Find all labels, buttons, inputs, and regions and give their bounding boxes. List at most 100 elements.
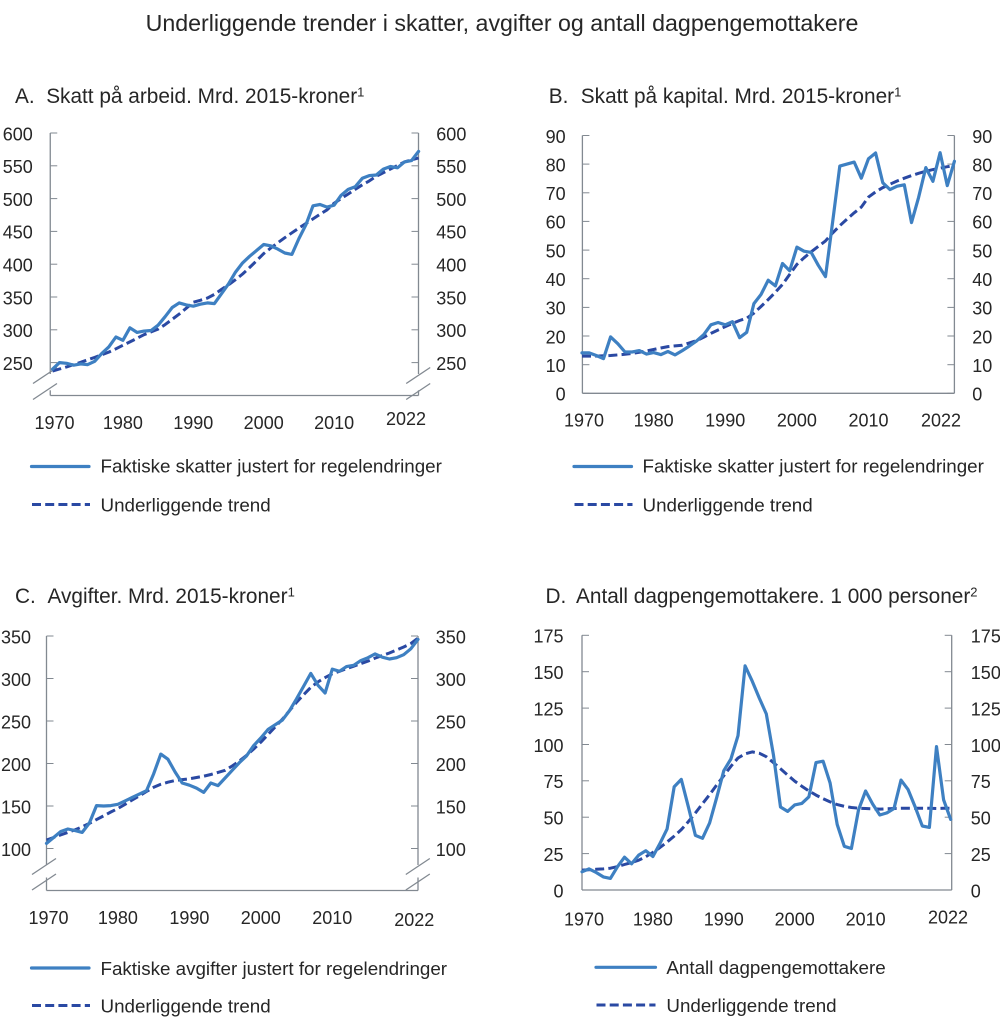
svg-text:125: 125 xyxy=(533,699,563,719)
svg-text:Underliggende trend: Underliggende trend xyxy=(101,995,271,1016)
svg-text:250: 250 xyxy=(436,354,466,374)
svg-text:2000: 2000 xyxy=(241,908,281,928)
svg-text:90: 90 xyxy=(972,127,992,147)
svg-text:2000: 2000 xyxy=(244,413,284,433)
svg-text:400: 400 xyxy=(436,256,466,276)
svg-text:Antall dagpengemottakere. 1 00: Antall dagpengemottakere. 1 000 personer… xyxy=(576,584,978,608)
svg-text:100: 100 xyxy=(971,736,1000,756)
svg-text:90: 90 xyxy=(546,127,566,147)
svg-text:0: 0 xyxy=(972,385,982,405)
svg-text:2010: 2010 xyxy=(314,413,354,433)
svg-text:Antall dagpengemottakere: Antall dagpengemottakere xyxy=(666,957,885,978)
svg-text:150: 150 xyxy=(1,797,31,817)
svg-text:400: 400 xyxy=(3,256,33,276)
svg-text:550: 550 xyxy=(436,157,466,177)
svg-text:2010: 2010 xyxy=(312,908,352,928)
svg-text:70: 70 xyxy=(546,184,566,204)
svg-text:100: 100 xyxy=(436,840,466,860)
svg-text:50: 50 xyxy=(543,809,563,829)
svg-text:350: 350 xyxy=(1,627,31,647)
svg-text:350: 350 xyxy=(3,288,33,308)
svg-text:1990: 1990 xyxy=(169,908,209,928)
svg-text:1970: 1970 xyxy=(34,413,74,433)
svg-text:1980: 1980 xyxy=(103,413,143,433)
svg-text:350: 350 xyxy=(436,627,466,647)
svg-text:550: 550 xyxy=(3,157,33,177)
svg-text:300: 300 xyxy=(1,670,31,690)
svg-text:Skatt på kapital. Mrd. 2015-kr: Skatt på kapital. Mrd. 2015-kroner1 xyxy=(581,84,902,108)
svg-text:40: 40 xyxy=(546,270,566,290)
svg-text:300: 300 xyxy=(3,321,33,341)
svg-text:0: 0 xyxy=(553,881,563,901)
svg-text:2022: 2022 xyxy=(386,409,426,429)
svg-text:60: 60 xyxy=(972,213,992,233)
svg-text:600: 600 xyxy=(436,124,466,144)
svg-text:1980: 1980 xyxy=(633,910,673,930)
svg-text:175: 175 xyxy=(971,627,1000,647)
svg-text:350: 350 xyxy=(436,288,466,308)
svg-text:Underliggende trend: Underliggende trend xyxy=(643,494,813,515)
svg-text:B.: B. xyxy=(549,85,569,108)
svg-text:Avgifter. Mrd. 2015-kroner1: Avgifter. Mrd. 2015-kroner1 xyxy=(48,584,295,608)
svg-text:200: 200 xyxy=(1,755,31,775)
svg-text:100: 100 xyxy=(1,840,31,860)
svg-text:1980: 1980 xyxy=(98,908,138,928)
svg-text:2000: 2000 xyxy=(777,410,817,430)
svg-text:80: 80 xyxy=(546,155,566,175)
svg-text:150: 150 xyxy=(971,663,1000,683)
svg-text:50: 50 xyxy=(971,809,991,829)
svg-text:Faktiske skatter justert for r: Faktiske skatter justert for regelendrin… xyxy=(643,456,984,477)
svg-text:2022: 2022 xyxy=(394,910,434,930)
svg-text:A.: A. xyxy=(15,85,35,108)
svg-text:1970: 1970 xyxy=(28,908,68,928)
svg-text:1970: 1970 xyxy=(564,910,604,930)
svg-text:2022: 2022 xyxy=(921,410,961,430)
svg-text:2000: 2000 xyxy=(775,910,815,930)
svg-text:1980: 1980 xyxy=(634,410,674,430)
svg-text:300: 300 xyxy=(436,321,466,341)
svg-text:450: 450 xyxy=(3,223,33,243)
svg-text:Underliggende trend: Underliggende trend xyxy=(101,494,271,515)
svg-text:250: 250 xyxy=(1,712,31,732)
svg-text:1990: 1990 xyxy=(705,410,745,430)
svg-text:30: 30 xyxy=(546,299,566,319)
svg-text:100: 100 xyxy=(533,736,563,756)
svg-text:1970: 1970 xyxy=(564,410,604,430)
svg-text:150: 150 xyxy=(436,797,466,817)
svg-text:500: 500 xyxy=(3,190,33,210)
svg-text:450: 450 xyxy=(436,223,466,243)
svg-text:Underliggende trend: Underliggende trend xyxy=(666,995,836,1016)
svg-text:200: 200 xyxy=(436,755,466,775)
svg-text:Faktiske avgifter justert for: Faktiske avgifter justert for regelendri… xyxy=(101,958,448,979)
svg-text:2010: 2010 xyxy=(846,910,886,930)
svg-text:0: 0 xyxy=(556,385,566,405)
svg-text:80: 80 xyxy=(972,155,992,175)
svg-text:10: 10 xyxy=(972,356,992,376)
svg-text:250: 250 xyxy=(436,712,466,732)
svg-text:40: 40 xyxy=(972,270,992,290)
svg-text:0: 0 xyxy=(971,881,981,901)
svg-text:C.: C. xyxy=(15,585,36,608)
svg-text:Faktiske skatter justert for r: Faktiske skatter justert for regelendrin… xyxy=(101,456,442,477)
svg-text:500: 500 xyxy=(436,190,466,210)
svg-text:10: 10 xyxy=(546,356,566,376)
svg-text:25: 25 xyxy=(971,845,991,865)
svg-text:75: 75 xyxy=(971,772,991,792)
svg-text:300: 300 xyxy=(436,670,466,690)
svg-text:2022: 2022 xyxy=(928,908,968,928)
svg-text:250: 250 xyxy=(3,354,33,374)
svg-text:1990: 1990 xyxy=(173,413,213,433)
svg-text:1990: 1990 xyxy=(704,910,744,930)
svg-text:150: 150 xyxy=(533,663,563,683)
svg-text:50: 50 xyxy=(546,241,566,261)
svg-text:70: 70 xyxy=(972,184,992,204)
svg-text:D.: D. xyxy=(546,585,567,608)
svg-text:Underliggende trender i skatte: Underliggende trender i skatter, avgifte… xyxy=(146,10,859,36)
svg-text:2010: 2010 xyxy=(848,410,888,430)
svg-text:75: 75 xyxy=(543,772,563,792)
svg-text:50: 50 xyxy=(972,241,992,261)
svg-text:Skatt på arbeid. Mrd. 2015-kro: Skatt på arbeid. Mrd. 2015-kroner1 xyxy=(46,84,364,108)
svg-text:25: 25 xyxy=(543,845,563,865)
svg-text:175: 175 xyxy=(533,627,563,647)
svg-text:60: 60 xyxy=(546,213,566,233)
